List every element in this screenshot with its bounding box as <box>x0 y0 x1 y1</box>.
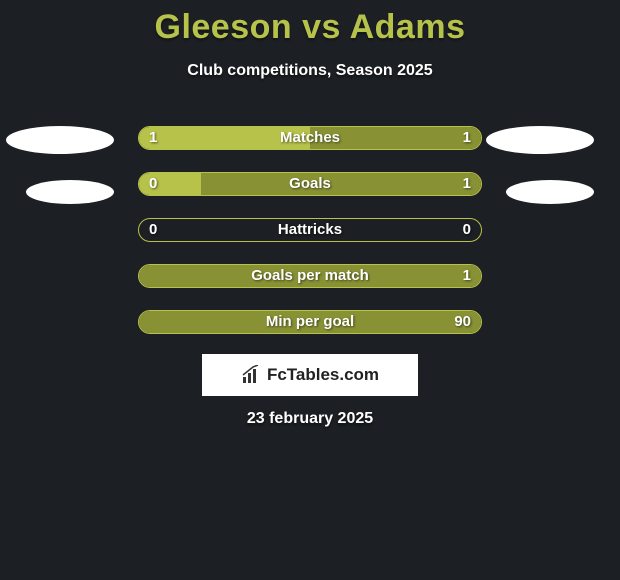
source-logo-text: FcTables.com <box>267 365 379 385</box>
bar-row: 11Matches <box>138 126 482 150</box>
player-left-avatar-bottom <box>26 180 114 204</box>
date-label: 23 february 2025 <box>0 410 620 428</box>
bar-label: Goals <box>139 173 481 196</box>
bar-row: 1Goals per match <box>138 264 482 288</box>
player-right-avatar-top <box>486 126 594 154</box>
page-title: Gleeson vs Adams <box>0 8 620 47</box>
infographic-canvas: Gleeson vs Adams Club competitions, Seas… <box>0 0 620 580</box>
bar-row: 90Min per goal <box>138 310 482 334</box>
source-logo: FcTables.com <box>202 354 418 396</box>
bar-label: Goals per match <box>139 265 481 288</box>
barchart-icon <box>241 365 261 385</box>
bar-label: Hattricks <box>139 219 481 242</box>
bar-row: 01Goals <box>138 172 482 196</box>
bar-row: 00Hattricks <box>138 218 482 242</box>
player-right-avatar-bottom <box>506 180 594 204</box>
subtitle: Club competitions, Season 2025 <box>0 62 620 80</box>
bar-label: Min per goal <box>139 311 481 334</box>
comparison-bars: 11Matches 01Goals 00Hattricks 1Goals per ma… <box>138 126 482 356</box>
bar-label: Matches <box>139 127 481 150</box>
player-left-avatar-top <box>6 126 114 154</box>
